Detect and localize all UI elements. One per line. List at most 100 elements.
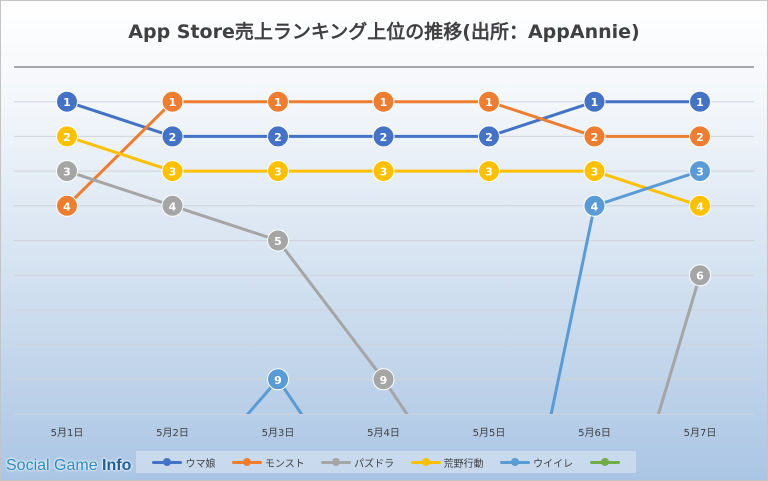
data-label: 4 <box>169 200 177 213</box>
data-point <box>56 160 78 183</box>
data-point <box>478 125 500 148</box>
data-point <box>267 90 289 113</box>
data-label: 3 <box>696 166 704 179</box>
data-label: 1 <box>63 96 71 109</box>
legend-swatch <box>589 456 620 468</box>
data-point <box>583 90 606 113</box>
legend-item: ウマ娘 <box>152 455 215 470</box>
data-point <box>161 125 184 148</box>
data-point <box>267 229 289 252</box>
legend-item <box>589 456 620 468</box>
x-tick-label: 5月6日 <box>578 427 611 439</box>
data-label: 3 <box>591 166 599 179</box>
legend-swatch <box>500 456 531 468</box>
data-label: 1 <box>169 96 177 109</box>
data-label: 9 <box>380 374 388 387</box>
x-tick-label: 5月5日 <box>473 427 506 439</box>
x-tick-label: 5月7日 <box>684 427 717 439</box>
data-point <box>56 90 78 113</box>
data-label: 3 <box>380 166 388 179</box>
legend-label: パズドラ <box>354 458 395 470</box>
data-point <box>583 160 606 183</box>
data-point <box>372 160 395 183</box>
legend-swatch <box>321 456 352 468</box>
data-point <box>689 160 711 183</box>
data-label: 2 <box>380 131 388 144</box>
data-label: 2 <box>485 131 493 144</box>
series-lines <box>65 100 702 414</box>
data-label: 2 <box>63 131 71 144</box>
x-tick-label: 5月2日 <box>156 427 189 439</box>
data-point <box>478 160 500 183</box>
data-point <box>372 90 395 113</box>
data-label: 1 <box>485 96 493 109</box>
series-line-segment <box>656 273 702 414</box>
data-label: 3 <box>169 166 177 179</box>
legend: ウマ娘 モンスト パズドラ 荒野行動 ウイイレ <box>136 451 636 473</box>
data-point <box>161 160 184 183</box>
data-point <box>689 264 711 287</box>
legend-item: 荒野行動 <box>410 455 484 470</box>
data-point <box>372 368 395 391</box>
series-line-segment <box>65 100 174 138</box>
data-label: 6 <box>696 270 704 283</box>
series-line-segment <box>245 377 280 414</box>
legend-swatch <box>152 456 183 468</box>
data-label: 4 <box>696 200 704 213</box>
legend-item: ウイイレ <box>500 455 573 470</box>
data-point <box>56 194 78 217</box>
series-line-segment <box>65 169 174 208</box>
legend-item: モンスト <box>231 455 305 470</box>
data-label: 3 <box>485 166 493 179</box>
data-point <box>267 125 289 148</box>
data-label: 2 <box>696 131 704 144</box>
data-point <box>583 125 606 148</box>
data-point <box>478 90 500 113</box>
data-label: 1 <box>696 96 704 109</box>
data-label: 4 <box>591 200 599 213</box>
legend-swatch <box>231 456 262 468</box>
series-line-segment <box>171 204 280 242</box>
data-point <box>689 90 711 113</box>
x-tick-labels: 5月1日 5月2日 5月3日 5月4日 5月5日 5月6日 5月7日 <box>51 427 717 439</box>
data-label: 5 <box>274 235 282 248</box>
data-point <box>689 125 711 148</box>
gridlines <box>14 66 754 415</box>
data-point <box>161 194 184 217</box>
data-label: 2 <box>591 131 599 144</box>
data-point <box>372 125 395 148</box>
data-label: 4 <box>63 200 71 213</box>
x-tick-label: 5月3日 <box>262 427 295 439</box>
series-line-segment <box>487 100 596 138</box>
data-label: 2 <box>274 131 282 144</box>
series-line-segment <box>593 169 702 208</box>
legend-label: モンスト <box>264 458 305 470</box>
data-label: 3 <box>274 166 282 179</box>
chart-title: App Store売上ランキング上位の推移(出所：AppAnnie) <box>128 21 640 43</box>
data-label: 2 <box>169 131 177 144</box>
legend-label: ウマ娘 <box>185 458 216 470</box>
series-line-segment <box>65 134 174 173</box>
data-label: 3 <box>63 166 71 179</box>
legend-item: パズドラ <box>321 455 394 470</box>
data-label: 1 <box>380 96 388 109</box>
legend-swatch <box>410 456 441 468</box>
data-label: 1 <box>274 96 282 109</box>
data-point <box>689 194 711 217</box>
data-label: 9 <box>274 374 282 387</box>
legend-label: ウイイレ <box>533 458 574 470</box>
data-point <box>583 194 606 217</box>
x-tick-label: 5月4日 <box>367 427 400 439</box>
x-tick-label: 5月1日 <box>51 427 84 439</box>
series-line-segment <box>549 204 596 414</box>
data-label: 1 <box>591 96 599 109</box>
series-markers: 1 2 2 2 2 1 1 4 1 1 1 1 2 2 3 4 5 9 6 2 3 3 3 3 3 4 9 4 3 <box>56 90 711 391</box>
data-point <box>56 125 78 148</box>
watermark: Social Game Info <box>6 457 132 474</box>
data-point <box>267 368 289 391</box>
legend-label: 荒野行動 <box>443 458 484 470</box>
series-line-segment <box>276 239 385 381</box>
data-point <box>161 90 184 113</box>
data-point <box>267 160 289 183</box>
